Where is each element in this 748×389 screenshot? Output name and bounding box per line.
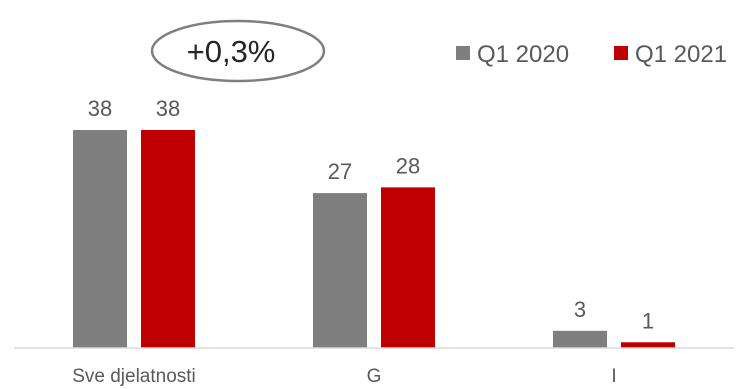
annotation-text: +0,3% bbox=[187, 34, 276, 69]
annotation-ellipse bbox=[150, 19, 326, 83]
category-labels-group: Sve djelatnosti G I bbox=[72, 366, 616, 387]
value-labels-group: 38 38 27 28 3 1 bbox=[88, 96, 654, 333]
value-label: 27 bbox=[328, 159, 352, 184]
legend-label: Q1 2020 bbox=[477, 41, 569, 68]
category-label: G bbox=[367, 366, 382, 387]
value-label: 38 bbox=[88, 96, 112, 121]
value-label: 3 bbox=[574, 297, 586, 322]
category-label: I bbox=[611, 366, 616, 387]
bar-q1-2020-0 bbox=[73, 130, 127, 348]
bar-q1-2020-2 bbox=[553, 330, 607, 348]
value-label: 38 bbox=[156, 96, 180, 121]
annotation-callout: +0,3% bbox=[150, 19, 326, 83]
value-label: 1 bbox=[642, 308, 654, 333]
bar-q1-2021-1 bbox=[381, 187, 435, 348]
bars-group bbox=[73, 130, 675, 348]
value-label: 28 bbox=[396, 153, 420, 178]
legend: Q1 2020 Q1 2021 bbox=[456, 41, 727, 68]
legend-swatch bbox=[456, 46, 470, 60]
bar-q1-2020-1 bbox=[313, 193, 367, 348]
bar-q1-2021-2 bbox=[621, 342, 675, 348]
legend-swatch bbox=[614, 46, 628, 60]
bar-q1-2021-0 bbox=[141, 130, 195, 348]
category-label: Sve djelatnosti bbox=[72, 366, 196, 387]
legend-label: Q1 2021 bbox=[635, 41, 727, 68]
